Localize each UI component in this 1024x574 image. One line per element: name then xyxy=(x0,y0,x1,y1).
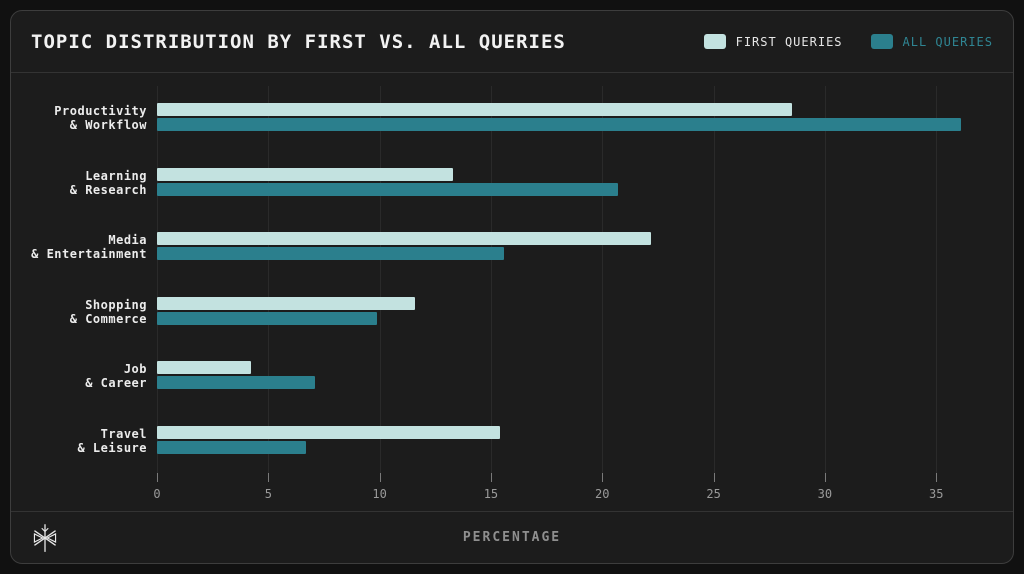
gridline-25 xyxy=(713,86,715,473)
category-label-learning-research: Learning & Research xyxy=(69,168,147,197)
x-tick-label-10: 10 xyxy=(372,487,387,501)
x-tick-label-30: 30 xyxy=(817,487,833,501)
x-tick-mark-20 xyxy=(602,473,604,482)
gridline-30 xyxy=(824,86,826,473)
x-tick-label-25: 25 xyxy=(706,487,721,501)
gridline-0 xyxy=(157,86,158,473)
category-label-shopping-commerce: Shopping & Commerce xyxy=(69,297,147,326)
starburst-logo-icon xyxy=(31,522,59,554)
chart-header: TOPIC DISTRIBUTION BY FIRST VS. ALL QUER… xyxy=(11,11,1013,73)
plot-area: Productivity & Workflow Learning & Research… xyxy=(31,86,1003,474)
x-tick-label-0: 0 xyxy=(153,487,161,501)
legend-item-all-queries: ALL QUERIES xyxy=(870,34,993,49)
chart-title: TOPIC DISTRIBUTION BY FIRST VS. ALL QUER… xyxy=(31,30,566,53)
bars-travel-leisure xyxy=(157,425,1003,456)
x-tick-mark-25 xyxy=(713,473,715,482)
chart-footer: PERCENTAGE xyxy=(11,511,1013,563)
bar-first-queries-productivity-workflow xyxy=(157,103,792,117)
gridline-20 xyxy=(602,86,604,473)
bar-group-learning-research: Learning & Research xyxy=(70,151,1003,216)
bars-job-career xyxy=(157,361,1003,391)
bar-group-job-career: Job & Career xyxy=(85,344,1003,409)
x-tick-label-20: 20 xyxy=(595,487,610,501)
bar-first-queries-learning-research xyxy=(157,167,454,181)
x-tick-mark-30 xyxy=(824,473,826,482)
legend-swatch-first-queries xyxy=(703,34,726,49)
category-label-media-entertainment: Media & Entertainment xyxy=(31,233,147,262)
gridline-35 xyxy=(936,86,938,473)
category-label-productivity-workflow: Productivity & Workflow xyxy=(54,104,147,133)
x-tick-label-5: 5 xyxy=(264,487,272,501)
bar-all-queries-shopping-commerce xyxy=(157,311,378,325)
bar-all-queries-productivity-workflow xyxy=(157,118,961,132)
bar-first-queries-job-career xyxy=(157,361,251,375)
bar-first-queries-shopping-commerce xyxy=(157,296,416,310)
gridline-5 xyxy=(268,86,270,473)
gridline-15 xyxy=(490,86,492,473)
legend-label-all-queries: ALL QUERIES xyxy=(902,34,993,49)
legend-item-first-queries: FIRST QUERIES xyxy=(703,34,843,49)
bar-group-travel-leisure: Travel & Leisure xyxy=(77,409,1003,474)
x-tick-mark-15 xyxy=(490,473,492,482)
x-axis-title: PERCENTAGE xyxy=(462,530,562,545)
bars-media-entertainment xyxy=(157,232,1003,262)
x-tick-label-15: 15 xyxy=(483,487,499,501)
x-tick-label-35: 35 xyxy=(928,487,944,501)
gridline-10 xyxy=(379,86,381,473)
bar-group-shopping-commerce: Shopping & Commerce xyxy=(70,280,1003,345)
bars-shopping-commerce xyxy=(157,296,1003,327)
category-label-job-career: Job & Career xyxy=(85,362,147,391)
bars-learning-research xyxy=(157,167,1003,198)
legend-label-first-queries: FIRST QUERIES xyxy=(735,34,843,49)
bar-all-queries-job-career xyxy=(157,376,316,390)
x-axis: 0 5 10 15 20 25 30 35 xyxy=(153,473,1003,511)
bar-group-productivity-workflow: Productivity & Workflow xyxy=(54,86,1003,151)
category-label-travel-leisure: Travel & Leisure xyxy=(77,426,147,455)
x-tick-mark-10 xyxy=(379,473,381,482)
bar-all-queries-learning-research xyxy=(157,182,618,196)
legend: FIRST QUERIES ALL QUERIES xyxy=(703,34,993,49)
x-tick-mark-35 xyxy=(936,473,938,482)
x-tick-mark-0 xyxy=(157,473,158,482)
bar-all-queries-media-entertainment xyxy=(157,247,505,261)
x-tick-mark-5 xyxy=(268,473,270,482)
bar-first-queries-travel-leisure xyxy=(157,425,500,439)
bar-first-queries-media-entertainment xyxy=(157,232,652,246)
bar-all-queries-travel-leisure xyxy=(157,440,307,454)
chart-card: TOPIC DISTRIBUTION BY FIRST VS. ALL QUER… xyxy=(10,10,1014,564)
bar-group-media-entertainment: Media & Entertainment xyxy=(31,215,1003,280)
legend-swatch-all-queries xyxy=(870,34,893,49)
bars-productivity-workflow xyxy=(157,103,1003,133)
